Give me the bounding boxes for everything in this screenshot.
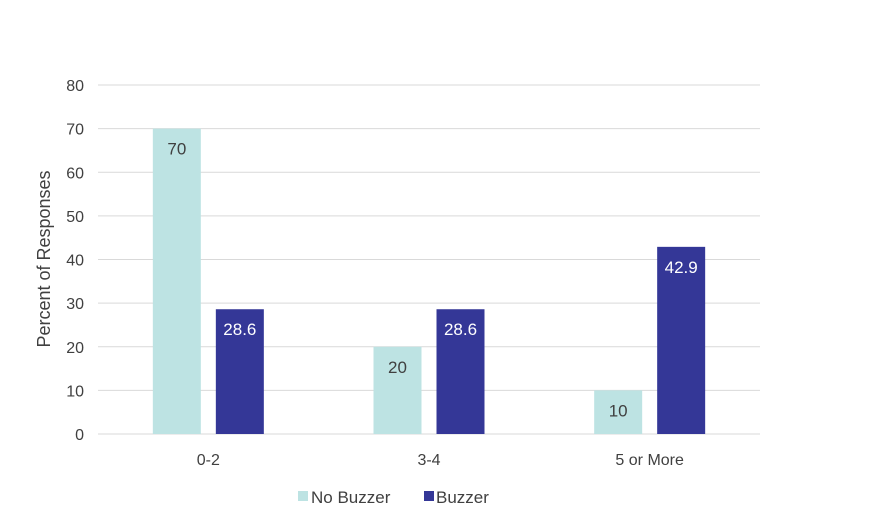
y-tick-label: 10 <box>66 383 84 400</box>
gridlines <box>98 84 760 435</box>
y-axis-ticks: 0 10 20 30 40 50 60 70 80 <box>66 78 84 444</box>
y-tick-label: 60 <box>66 165 84 182</box>
data-label: 10 <box>609 401 628 420</box>
y-tick-label: 0 <box>75 427 84 444</box>
y-tick-label: 40 <box>66 253 84 270</box>
data-label: 70 <box>167 140 186 159</box>
data-label: 42.9 <box>665 258 698 277</box>
bar-buzzer <box>215 309 264 434</box>
legend-label: Buzzer <box>436 488 489 507</box>
x-tick-label: 3-4 <box>417 452 440 469</box>
legend-swatch <box>298 491 308 501</box>
y-tick-label: 20 <box>66 340 84 357</box>
bar-buzzer <box>657 246 706 434</box>
x-tick-label: 5 or More <box>615 452 684 469</box>
legend-swatch <box>424 491 434 501</box>
legend: No Buzzer Buzzer <box>298 488 489 507</box>
y-axis-label: Percent of Responses <box>34 170 54 347</box>
x-tick-label: 0-2 <box>197 452 220 469</box>
bar-no-buzzer <box>373 346 422 434</box>
bar-no-buzzer <box>594 390 643 434</box>
bar-no-buzzer <box>152 128 201 434</box>
legend-label: No Buzzer <box>311 488 391 507</box>
data-label: 28.6 <box>444 320 477 339</box>
data-label: 28.6 <box>223 320 256 339</box>
bar-buzzer <box>436 309 485 434</box>
bars: 70 28.6 20 28.6 10 42.9 <box>152 128 706 434</box>
x-axis-ticks: 0-2 3-4 5 or More <box>197 452 684 469</box>
y-tick-label: 70 <box>66 122 84 139</box>
y-tick-label: 80 <box>66 78 84 95</box>
data-label: 20 <box>388 358 407 377</box>
y-tick-label: 50 <box>66 209 84 226</box>
y-tick-label: 30 <box>66 296 84 313</box>
